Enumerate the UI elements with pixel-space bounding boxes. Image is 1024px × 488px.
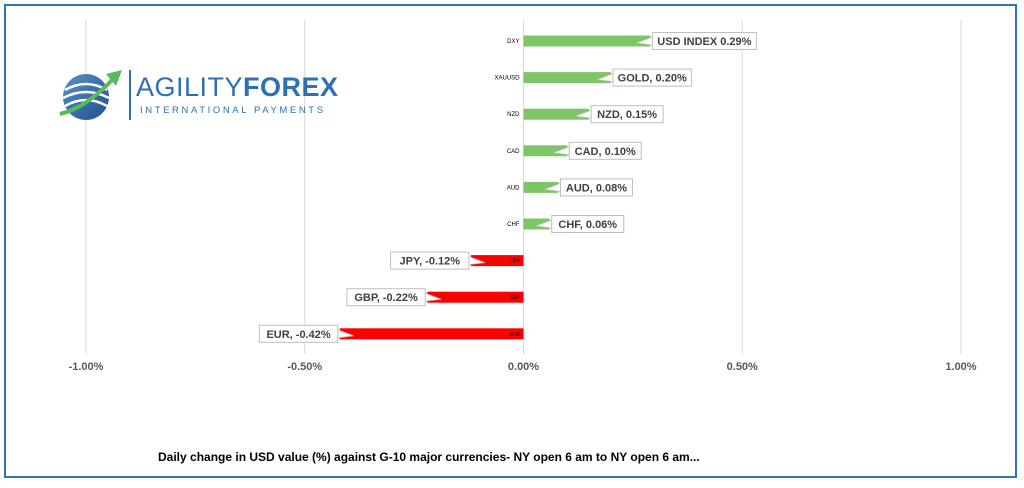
category-label: JPY — [511, 259, 521, 265]
data-label: NZD, 0.15% — [597, 109, 657, 121]
callout-box — [390, 251, 470, 270]
category-label: CHF — [507, 222, 520, 228]
bar — [471, 255, 524, 267]
chart-frame: -1.00% -0.50% 0.00% 0.50% 1.00% DXY USD INDEX … — [4, 4, 1017, 478]
bar — [523, 72, 611, 84]
callout-box — [346, 288, 426, 307]
bar-chart: -1.00% -0.50% 0.00% 0.50% 1.00% DXY USD INDEX … — [69, 20, 977, 373]
category-label: XAUUSD — [494, 76, 520, 82]
bar — [427, 291, 524, 303]
category-label: CAD — [507, 149, 520, 155]
logo-word-part1: AGILITY — [136, 72, 244, 102]
globe-arrow-icon — [59, 70, 122, 120]
x-tick-label: -0.50% — [287, 361, 322, 373]
data-label: CHF, 0.06% — [558, 219, 617, 231]
category-label: DXY — [507, 39, 519, 45]
callout-box — [651, 32, 757, 50]
data-label: GOLD, 0.20% — [618, 73, 687, 85]
data-label: USD INDEX 0.29% — [657, 36, 751, 48]
data-label: CAD, 0.10% — [575, 146, 636, 158]
callout-box — [551, 215, 625, 233]
callout-box — [258, 324, 339, 343]
x-tick-label: -1.00% — [69, 361, 104, 373]
category-label: AUD — [507, 185, 520, 191]
category-label: NZD — [507, 112, 520, 118]
bar — [339, 328, 524, 340]
x-tick-label: 0.00% — [508, 361, 539, 373]
callout-box — [560, 178, 633, 197]
callout-box — [612, 68, 692, 87]
bar — [523, 218, 550, 230]
logo-wordmark: AGILITYFOREX — [136, 72, 339, 103]
agility-forex-logo: AGILITYFOREX INTERNATIONAL PAYMENTS — [56, 64, 338, 126]
logo-tagline: INTERNATIONAL PAYMENTS — [140, 105, 326, 116]
callout-box — [590, 105, 664, 124]
bar — [523, 108, 590, 120]
bar — [523, 35, 651, 47]
data-label: EUR, -0.42% — [266, 329, 330, 341]
bar — [523, 181, 559, 193]
chart-caption: Daily change in USD value (%) against G-… — [158, 450, 700, 464]
data-label: GBP, -0.22% — [354, 292, 418, 304]
data-label: AUD, 0.08% — [566, 182, 627, 194]
logo-divider — [129, 70, 131, 120]
x-tick-label: 1.00% — [945, 361, 976, 373]
callout-box — [568, 141, 642, 160]
logo-word-part2: FOREX — [243, 72, 339, 102]
category-label: GBP — [510, 295, 521, 301]
bar — [523, 145, 568, 157]
x-tick-label: 0.50% — [727, 361, 758, 373]
category-label: EUR — [510, 332, 521, 338]
data-label: JPY, -0.12% — [400, 256, 461, 268]
